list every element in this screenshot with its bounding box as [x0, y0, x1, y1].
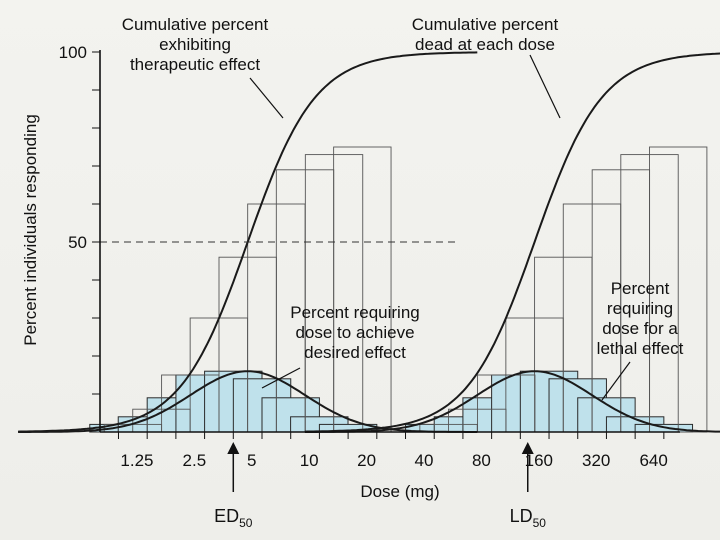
x-tick-label: 160 — [525, 451, 553, 470]
x-tick-label: 640 — [639, 451, 667, 470]
cumulative-curve — [304, 52, 720, 433]
ld50-arrow — [521, 442, 534, 454]
ann-req-lethal-leader — [601, 361, 631, 401]
x-tick-label: 10 — [300, 451, 319, 470]
distribution-curve — [18, 370, 478, 433]
ed50-label: ED50 — [214, 506, 253, 530]
x-tick-label: 320 — [582, 451, 610, 470]
x-tick-label: 20 — [357, 451, 376, 470]
y-tick-label: 50 — [68, 233, 87, 252]
ann-cum-dead-leader — [529, 54, 561, 119]
ann-req-effect-leader — [261, 367, 301, 389]
ld50-label: LD50 — [510, 506, 547, 530]
x-tick-label: 2.5 — [183, 451, 207, 470]
y-tick-label: 100 — [59, 43, 87, 62]
x-axis-label: Dose (mg) — [360, 482, 439, 501]
ed50-arrow — [227, 442, 240, 454]
ann-req-effect: Percent requiring dose to achieve desired … — [290, 303, 419, 362]
distribution-curve — [304, 370, 720, 433]
ann-req-lethal: Percent requiring dose for a lethal effect — [597, 279, 684, 358]
x-tick-label: 40 — [415, 451, 434, 470]
y-axis-label: Percent individuals responding — [21, 114, 40, 346]
x-tick-label: 80 — [472, 451, 491, 470]
labels: Percent individuals responding Dose (mg)… — [21, 15, 684, 530]
ann-cum-dead: Cumulative percent dead at each dose — [412, 15, 559, 54]
ann-cum-therapeutic-leader — [249, 77, 284, 119]
axes — [92, 50, 680, 492]
x-tick-label: 1.25 — [120, 451, 153, 470]
x-tick-label: 5 — [247, 451, 256, 470]
ann-cum-therapeutic: Cumulative percent exhibiting therapeutic … — [122, 15, 269, 74]
